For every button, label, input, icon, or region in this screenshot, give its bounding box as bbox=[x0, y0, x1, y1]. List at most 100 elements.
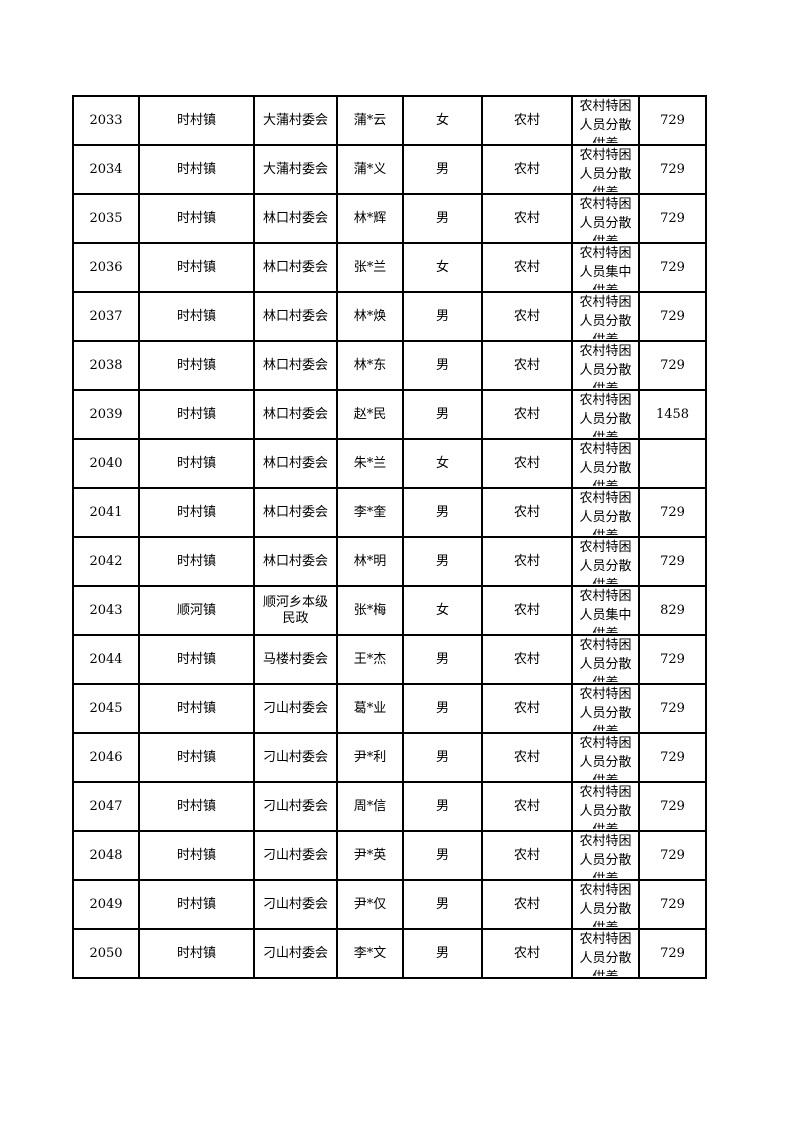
cell-area-type: 农村 bbox=[481, 95, 573, 146]
cell-gender: 男 bbox=[402, 144, 483, 195]
cell-village-committee: 刁山村委会 bbox=[253, 683, 338, 734]
cell-amount: 729 bbox=[638, 732, 707, 783]
table-row: 2040 时村镇 林口村委会 朱*兰 女 农村 农村特困人员分散供养 bbox=[72, 438, 707, 489]
assistance-category-text: 农村特困人员集中供养 bbox=[579, 589, 632, 633]
cell-assistance-category: 农村特困人员分散供养 bbox=[571, 389, 640, 440]
cell-sequence-number: 2033 bbox=[72, 95, 140, 146]
cell-village-committee: 大蒲村委会 bbox=[253, 95, 338, 146]
cell-village-committee: 刁山村委会 bbox=[253, 781, 338, 832]
cell-sequence-number: 2036 bbox=[72, 242, 140, 293]
assistance-category-text: 农村特困人员分散供养 bbox=[579, 883, 632, 927]
cell-person-name: 蒲*云 bbox=[336, 95, 404, 146]
cell-gender: 男 bbox=[402, 879, 483, 930]
cell-sequence-number: 2039 bbox=[72, 389, 140, 440]
table-row: 2036 时村镇 林口村委会 张*兰 女 农村 农村特困人员集中供养 729 bbox=[72, 242, 707, 293]
cell-area-type: 农村 bbox=[481, 438, 573, 489]
cell-assistance-category: 农村特困人员分散供养 bbox=[571, 144, 640, 195]
table-row: 2044 时村镇 马楼村委会 王*杰 男 农村 农村特困人员分散供养 729 bbox=[72, 634, 707, 685]
cell-assistance-category: 农村特困人员分散供养 bbox=[571, 928, 640, 979]
cell-town: 时村镇 bbox=[138, 683, 255, 734]
cell-assistance-category: 农村特困人员分散供养 bbox=[571, 95, 640, 146]
cell-village-committee: 林口村委会 bbox=[253, 291, 338, 342]
cell-sequence-number: 2046 bbox=[72, 732, 140, 783]
cell-person-name: 朱*兰 bbox=[336, 438, 404, 489]
assistance-category-text: 农村特困人员分散供养 bbox=[579, 197, 632, 241]
cell-town: 时村镇 bbox=[138, 389, 255, 440]
cell-village-committee: 林口村委会 bbox=[253, 487, 338, 538]
cell-amount: 729 bbox=[638, 781, 707, 832]
cell-area-type: 农村 bbox=[481, 144, 573, 195]
beneficiary-table: 2033 时村镇 大蒲村委会 蒲*云 女 农村 农村特困人员分散供养 729 2… bbox=[72, 95, 707, 979]
cell-sequence-number: 2048 bbox=[72, 830, 140, 881]
cell-assistance-category: 农村特困人员分散供养 bbox=[571, 781, 640, 832]
cell-village-committee: 林口村委会 bbox=[253, 536, 338, 587]
cell-area-type: 农村 bbox=[481, 340, 573, 391]
cell-person-name: 尹*英 bbox=[336, 830, 404, 881]
cell-assistance-category: 农村特困人员分散供养 bbox=[571, 732, 640, 783]
cell-area-type: 农村 bbox=[481, 928, 573, 979]
cell-village-committee: 林口村委会 bbox=[253, 438, 338, 489]
cell-gender: 男 bbox=[402, 487, 483, 538]
cell-assistance-category: 农村特困人员分散供养 bbox=[571, 830, 640, 881]
cell-sequence-number: 2047 bbox=[72, 781, 140, 832]
cell-gender: 男 bbox=[402, 781, 483, 832]
cell-gender: 男 bbox=[402, 830, 483, 881]
cell-area-type: 农村 bbox=[481, 830, 573, 881]
cell-gender: 男 bbox=[402, 291, 483, 342]
cell-person-name: 赵*民 bbox=[336, 389, 404, 440]
table-row: 2034 时村镇 大蒲村委会 蒲*义 男 农村 农村特困人员分散供养 729 bbox=[72, 144, 707, 195]
cell-area-type: 农村 bbox=[481, 732, 573, 783]
cell-gender: 女 bbox=[402, 438, 483, 489]
cell-area-type: 农村 bbox=[481, 683, 573, 734]
cell-village-committee: 林口村委会 bbox=[253, 242, 338, 293]
cell-gender: 男 bbox=[402, 634, 483, 685]
cell-area-type: 农村 bbox=[481, 879, 573, 930]
cell-village-committee: 刁山村委会 bbox=[253, 830, 338, 881]
cell-amount: 729 bbox=[638, 683, 707, 734]
assistance-category-text: 农村特困人员分散供养 bbox=[579, 638, 632, 682]
cell-person-name: 王*杰 bbox=[336, 634, 404, 685]
table-row: 2035 时村镇 林口村委会 林*辉 男 农村 农村特困人员分散供养 729 bbox=[72, 193, 707, 244]
cell-town: 时村镇 bbox=[138, 830, 255, 881]
assistance-category-text: 农村特困人员分散供养 bbox=[579, 99, 632, 143]
cell-area-type: 农村 bbox=[481, 193, 573, 244]
assistance-category-text: 农村特困人员集中供养 bbox=[579, 246, 632, 290]
cell-village-committee: 刁山村委会 bbox=[253, 928, 338, 979]
cell-area-type: 农村 bbox=[481, 242, 573, 293]
cell-person-name: 尹*利 bbox=[336, 732, 404, 783]
cell-sequence-number: 2044 bbox=[72, 634, 140, 685]
cell-person-name: 林*辉 bbox=[336, 193, 404, 244]
cell-person-name: 尹*仅 bbox=[336, 879, 404, 930]
table-row: 2046 时村镇 刁山村委会 尹*利 男 农村 农村特困人员分散供养 729 bbox=[72, 732, 707, 783]
cell-amount: 729 bbox=[638, 340, 707, 391]
cell-area-type: 农村 bbox=[481, 536, 573, 587]
table-row: 2041 时村镇 林口村委会 李*奎 男 农村 农村特困人员分散供养 729 bbox=[72, 487, 707, 538]
cell-person-name: 林*东 bbox=[336, 340, 404, 391]
assistance-category-text: 农村特困人员分散供养 bbox=[579, 393, 632, 437]
cell-amount: 729 bbox=[638, 879, 707, 930]
assistance-category-text: 农村特困人员分散供养 bbox=[579, 295, 632, 339]
cell-area-type: 农村 bbox=[481, 634, 573, 685]
cell-town: 时村镇 bbox=[138, 291, 255, 342]
cell-assistance-category: 农村特困人员分散供养 bbox=[571, 634, 640, 685]
cell-sequence-number: 2035 bbox=[72, 193, 140, 244]
cell-assistance-category: 农村特困人员集中供养 bbox=[571, 242, 640, 293]
cell-person-name: 林*焕 bbox=[336, 291, 404, 342]
cell-village-committee: 顺河乡本级民政 bbox=[253, 585, 338, 636]
cell-village-committee: 林口村委会 bbox=[253, 340, 338, 391]
cell-amount: 729 bbox=[638, 242, 707, 293]
assistance-category-text: 农村特困人员分散供养 bbox=[579, 344, 632, 388]
cell-sequence-number: 2049 bbox=[72, 879, 140, 930]
cell-gender: 男 bbox=[402, 340, 483, 391]
cell-village-committee: 林口村委会 bbox=[253, 389, 338, 440]
cell-area-type: 农村 bbox=[481, 585, 573, 636]
cell-amount: 729 bbox=[638, 291, 707, 342]
cell-assistance-category: 农村特困人员分散供养 bbox=[571, 487, 640, 538]
cell-village-committee: 刁山村委会 bbox=[253, 732, 338, 783]
cell-town: 顺河镇 bbox=[138, 585, 255, 636]
cell-amount: 729 bbox=[638, 193, 707, 244]
cell-assistance-category: 农村特困人员分散供养 bbox=[571, 438, 640, 489]
cell-area-type: 农村 bbox=[481, 389, 573, 440]
cell-village-committee: 刁山村委会 bbox=[253, 879, 338, 930]
